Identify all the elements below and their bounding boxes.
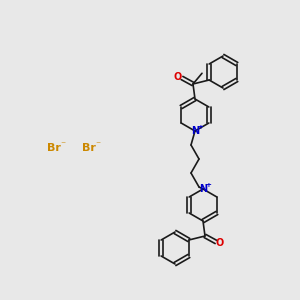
Text: N: N (199, 184, 207, 194)
Text: O: O (174, 72, 182, 82)
Text: +: + (197, 124, 203, 130)
Text: Br: Br (47, 143, 61, 153)
Text: O: O (216, 238, 224, 248)
Text: ⁻: ⁻ (95, 140, 101, 150)
Text: +: + (205, 182, 211, 188)
Text: N: N (191, 126, 199, 136)
Text: ⁻: ⁻ (60, 140, 66, 150)
Text: Br: Br (82, 143, 96, 153)
